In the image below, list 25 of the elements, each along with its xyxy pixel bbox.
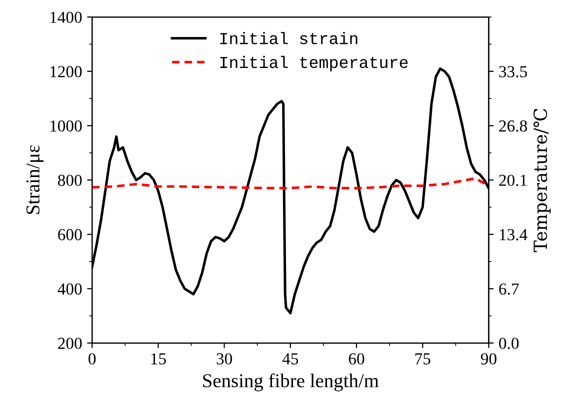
y2-tick-label: 20.1 [499, 174, 527, 186]
y-tick-label: 1400 [50, 12, 82, 23]
y-tick-label: 600 [58, 229, 82, 240]
y2-tick-label: 0.0 [499, 338, 519, 350]
y2-tick-label: 13.4 [500, 229, 528, 240]
y2-tick-label: 26.8 [499, 120, 527, 132]
x-tick-label: 90 [480, 353, 496, 364]
x-tick-label: 60 [348, 353, 364, 364]
y2-axis-title: Temperature/℃ [533, 108, 551, 252]
x-tick-label: 0 [88, 353, 96, 364]
x-tick-label: 30 [216, 353, 232, 364]
legend-label: Initial strain [220, 32, 358, 44]
x-tick-label: 75 [415, 353, 430, 364]
y-tick-label: 400 [58, 283, 82, 295]
x-tick-label: 15 [151, 353, 166, 364]
legend-label: Initial temperature [220, 56, 408, 72]
y-tick-label: 1000 [50, 120, 82, 132]
y2-tick-label: 6.7 [499, 283, 519, 295]
y-tick-label: 800 [58, 174, 82, 186]
y-tick-label: 1200 [50, 66, 82, 78]
y-axis-title: Strain/με [26, 145, 44, 214]
y-tick-label: 200 [58, 338, 82, 349]
y2-tick-label: 33.5 [499, 66, 527, 78]
x-axis-title: Sensing fibre length/m [203, 373, 379, 392]
x-tick-label: 45 [282, 353, 298, 364]
